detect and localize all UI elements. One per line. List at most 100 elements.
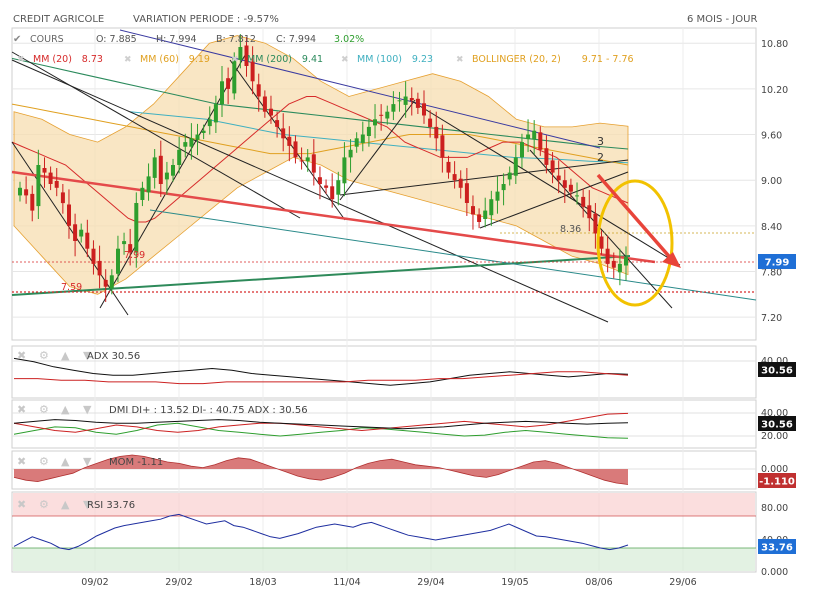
x-tick-labels: 09/02 29/02 18/03 11/04 29/04 19/05 08/06 29/06: [81, 577, 696, 588]
candle-body-39: [256, 84, 261, 97]
annotation-2: 8.36: [560, 224, 581, 235]
mom-arrow-down-icon[interactable]: ▼: [83, 455, 92, 468]
candle-body-46: [299, 160, 304, 162]
dmi-arrow-up-icon[interactable]: ▲: [61, 403, 70, 416]
candle-body-78: [495, 191, 500, 201]
adx-badge: 30.56: [761, 366, 793, 377]
y-tick-labels: 7.20 7.80 8.40 9.00 9.60 10.20 10.80 40.00 40.00…: [761, 39, 788, 578]
rsi-y-tick-0: 80.00: [761, 503, 788, 514]
mom-line: [13, 454, 629, 485]
trend-line-13: [529, 149, 673, 309]
candle-body-4: [42, 168, 47, 173]
x-tick-1: 29/02: [165, 577, 192, 588]
trend-line-7: [409, 99, 681, 266]
x-tick-7: 29/06: [669, 577, 696, 588]
candle-body-0: [18, 187, 22, 196]
dmi-badge-bg: [758, 416, 796, 431]
rsi-arrow-down-icon[interactable]: ▼: [83, 498, 92, 511]
candle-body-47: [305, 157, 310, 162]
candle-body-42: [275, 120, 280, 127]
price-y-tick-0: 7.20: [761, 313, 782, 324]
adx-gear-icon[interactable]: ⚙: [39, 349, 49, 362]
legend2-close-icon-4: ✖: [456, 55, 464, 65]
trend-line-11: [339, 159, 629, 196]
adx-di-minus-line: [14, 371, 629, 385]
legend2-label-4: BOLLINGER (20, 2): [472, 54, 561, 65]
annotation-0: 7.99: [124, 250, 145, 261]
candle-body-33: [220, 81, 224, 105]
candle-body-80: [507, 172, 512, 180]
candle-body-72: [458, 178, 463, 188]
candle-body-98: [617, 263, 622, 273]
price-y-tick-4: 9.60: [761, 131, 782, 142]
candle-body-12: [91, 248, 96, 264]
legend2-close-icon-3: ✖: [341, 55, 349, 65]
rsi-line: [13, 513, 629, 551]
dmi-adx-line: [13, 419, 629, 430]
candle-body-32: [213, 104, 218, 123]
adx-badge-bg: [758, 362, 796, 377]
mom-gear-icon[interactable]: ⚙: [39, 455, 49, 468]
candle-body-40: [262, 96, 267, 112]
candle-body-15: [109, 275, 114, 289]
price-y-tick-1: 7.80: [761, 268, 782, 279]
candle-body-96: [605, 248, 610, 264]
adx-close-icon[interactable]: ✖: [17, 349, 26, 362]
candle-body-6: [54, 181, 59, 188]
candle-body-85: [538, 132, 543, 150]
candle-body-97: [611, 260, 616, 268]
rsi-oversold-zone: [13, 548, 755, 571]
adx-arrow-up-icon[interactable]: ▲: [61, 349, 70, 362]
dmi-close-icon[interactable]: ✖: [17, 403, 26, 416]
x-tick-3: 11/04: [333, 577, 360, 588]
mom-y-tick-0: 0.000: [761, 464, 788, 475]
legend2-value-3: 9.23: [412, 54, 433, 65]
candle-body-68: [434, 126, 439, 139]
candle-body-54: [348, 149, 353, 158]
dmi-gear-icon[interactable]: ⚙: [39, 403, 49, 416]
legend2-close-icon-2: ✖: [231, 55, 239, 65]
dmi-arrow-down-icon[interactable]: ▼: [83, 403, 92, 416]
candle-body-44: [287, 136, 292, 146]
candle-body-24: [164, 172, 169, 180]
legend2-close-icon-1: ✖: [124, 55, 132, 65]
rsi-close-icon[interactable]: ✖: [17, 498, 26, 511]
candle-body-89: [562, 180, 567, 188]
mom-arrow-up-icon[interactable]: ▲: [61, 455, 70, 468]
cours-check-icon: ✔: [13, 34, 21, 45]
dmi-legend: DMI DI+ : 13.52 DI- : 40.75 ADX : 30.56: [109, 405, 308, 416]
candle-body-73: [464, 183, 469, 203]
candle-body-41: [269, 108, 273, 116]
mom-close-icon[interactable]: ✖: [17, 455, 26, 468]
price-y-tick-3: 9.00: [761, 176, 782, 187]
candle-body-53: [342, 157, 347, 184]
candle-body-62: [397, 100, 402, 102]
candle-body-55: [354, 138, 359, 147]
price-y-tick-5: 10.20: [761, 85, 788, 96]
candle-body-88: [556, 175, 561, 181]
candle-body-17: [122, 241, 127, 245]
candle-body-48: [311, 154, 316, 173]
candle-body-18: [128, 244, 133, 253]
adx-y-tick-0: 40.00: [761, 356, 788, 367]
rsi-arrow-up-icon[interactable]: ▲: [61, 498, 70, 511]
candle-body-35: [232, 58, 237, 94]
candle-body-83: [526, 134, 531, 140]
rsi-badge: 33.76: [761, 543, 793, 554]
rsi-gear-icon[interactable]: ⚙: [39, 498, 49, 511]
trend-line-0: [11, 51, 301, 219]
candle-body-59: [379, 114, 384, 116]
legend2-label-1: MM (60): [140, 54, 179, 65]
period-label: 6 MOIS - JOUR: [687, 14, 758, 25]
candle-body-11: [85, 232, 90, 249]
candle-body-3: [36, 165, 41, 207]
candle-body-75: [477, 214, 482, 222]
x-tick-5: 19/05: [501, 577, 528, 588]
adx-arrow-down-icon[interactable]: ▼: [83, 349, 92, 362]
bollinger-area: [13, 35, 629, 295]
candle-body-49: [317, 177, 322, 184]
candle-body-82: [520, 142, 524, 158]
trend-line-9: [11, 170, 656, 264]
candle-body-66: [422, 103, 426, 116]
dmi-badge: 30.56: [761, 420, 793, 431]
